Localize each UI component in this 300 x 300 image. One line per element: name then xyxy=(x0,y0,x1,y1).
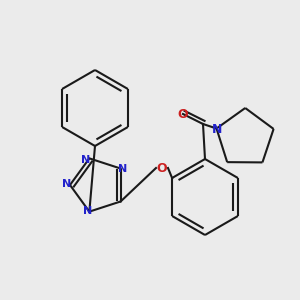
Text: O: O xyxy=(157,161,167,175)
Text: N: N xyxy=(212,123,223,136)
Text: O: O xyxy=(178,107,188,121)
Text: N: N xyxy=(118,164,127,173)
Text: N: N xyxy=(81,155,90,165)
Text: N: N xyxy=(62,179,72,189)
Text: N: N xyxy=(83,206,92,216)
